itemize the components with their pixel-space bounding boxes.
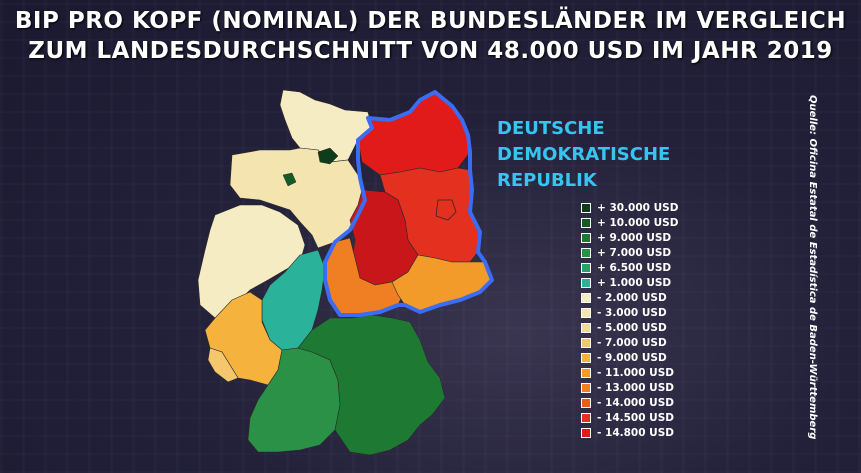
legend-label: - 14.000 USD <box>597 396 674 409</box>
legend-item: - 9.000 USD <box>581 350 701 365</box>
state-nordrhein-westfalen[interactable] <box>197 204 306 319</box>
legend-swatch <box>581 382 591 393</box>
legend-swatch <box>581 217 591 228</box>
legend-label: - 14.800 USD <box>597 426 674 439</box>
legend-swatch <box>581 352 591 363</box>
state-rheinland-pfalz[interactable] <box>204 291 283 386</box>
legend-label: - 14.500 USD <box>597 411 674 424</box>
legend-swatch <box>581 427 591 438</box>
legend-item: - 2.000 USD <box>581 290 701 305</box>
legend-label: + 9.000 USD <box>597 231 672 244</box>
state-hamburg[interactable] <box>317 147 339 165</box>
state-schleswig-holstein[interactable] <box>279 89 373 163</box>
legend-swatch <box>581 412 591 423</box>
ddr-label: DEUTSCHE DEMOKRATISCHE REPUBLIK <box>497 116 697 194</box>
legend: + 30.000 USD + 10.000 USD + 9.000 USD + 7.0… <box>581 200 701 440</box>
legend-swatch <box>581 247 591 258</box>
title-line-1: BIP PRO KOPF (NOMINAL) DER BUNDESLÄNDER … <box>14 8 847 34</box>
legend-swatch <box>581 232 591 243</box>
legend-label: - 11.000 USD <box>597 366 674 379</box>
legend-label: - 2.000 USD <box>597 291 667 304</box>
legend-swatch <box>581 202 591 213</box>
legend-label: + 30.000 USD <box>597 201 679 214</box>
state-berlin[interactable] <box>435 199 457 221</box>
legend-item: - 14.500 USD <box>581 410 701 425</box>
legend-item: + 10.000 USD <box>581 215 701 230</box>
legend-swatch <box>581 292 591 303</box>
ddr-label-line-2: DEMOKRATISCHE <box>497 144 671 165</box>
legend-item: - 5.000 USD <box>581 320 701 335</box>
state-bremen[interactable] <box>282 172 297 187</box>
legend-swatch <box>581 337 591 348</box>
legend-item: - 7.000 USD <box>581 335 701 350</box>
legend-label: - 7.000 USD <box>597 336 667 349</box>
legend-item: + 30.000 USD <box>581 200 701 215</box>
legend-label: + 1.000 USD <box>597 276 672 289</box>
legend-label: - 3.000 USD <box>597 306 667 319</box>
legend-swatch <box>581 307 591 318</box>
state-bayern[interactable] <box>297 314 446 456</box>
legend-item: - 14.000 USD <box>581 395 701 410</box>
legend-item: - 11.000 USD <box>581 365 701 380</box>
legend-swatch <box>581 397 591 408</box>
legend-label: + 6.500 USD <box>597 261 672 274</box>
title-line-2: ZUM LANDESDURCHSCHNITT VON 48.000 USD IM… <box>28 38 833 64</box>
legend-label: + 7.000 USD <box>597 246 672 259</box>
legend-item: + 7.000 USD <box>581 245 701 260</box>
legend-swatch <box>581 277 591 288</box>
legend-item: + 9.000 USD <box>581 230 701 245</box>
ddr-border <box>323 90 494 317</box>
legend-label: - 13.000 USD <box>597 381 674 394</box>
legend-item: - 3.000 USD <box>581 305 701 320</box>
legend-item: - 14.800 USD <box>581 425 701 440</box>
legend-item: - 13.000 USD <box>581 380 701 395</box>
legend-label: + 10.000 USD <box>597 216 679 229</box>
legend-swatch <box>581 322 591 333</box>
legend-label: - 5.000 USD <box>597 321 667 334</box>
legend-item: + 1.000 USD <box>581 275 701 290</box>
ddr-label-line-1: DEUTSCHE <box>497 118 605 139</box>
legend-swatch <box>581 367 591 378</box>
state-saarland[interactable] <box>207 347 239 383</box>
source-credit: Quelle: Oficina Estatal de Estadística d… <box>807 95 818 440</box>
legend-swatch <box>581 262 591 273</box>
ddr-label-line-3: REPUBLIK <box>497 170 597 191</box>
legend-label: - 9.000 USD <box>597 351 667 364</box>
page-title: BIP PRO KOPF (NOMINAL) DER BUNDESLÄNDER … <box>0 6 861 66</box>
legend-item: + 6.500 USD <box>581 260 701 275</box>
